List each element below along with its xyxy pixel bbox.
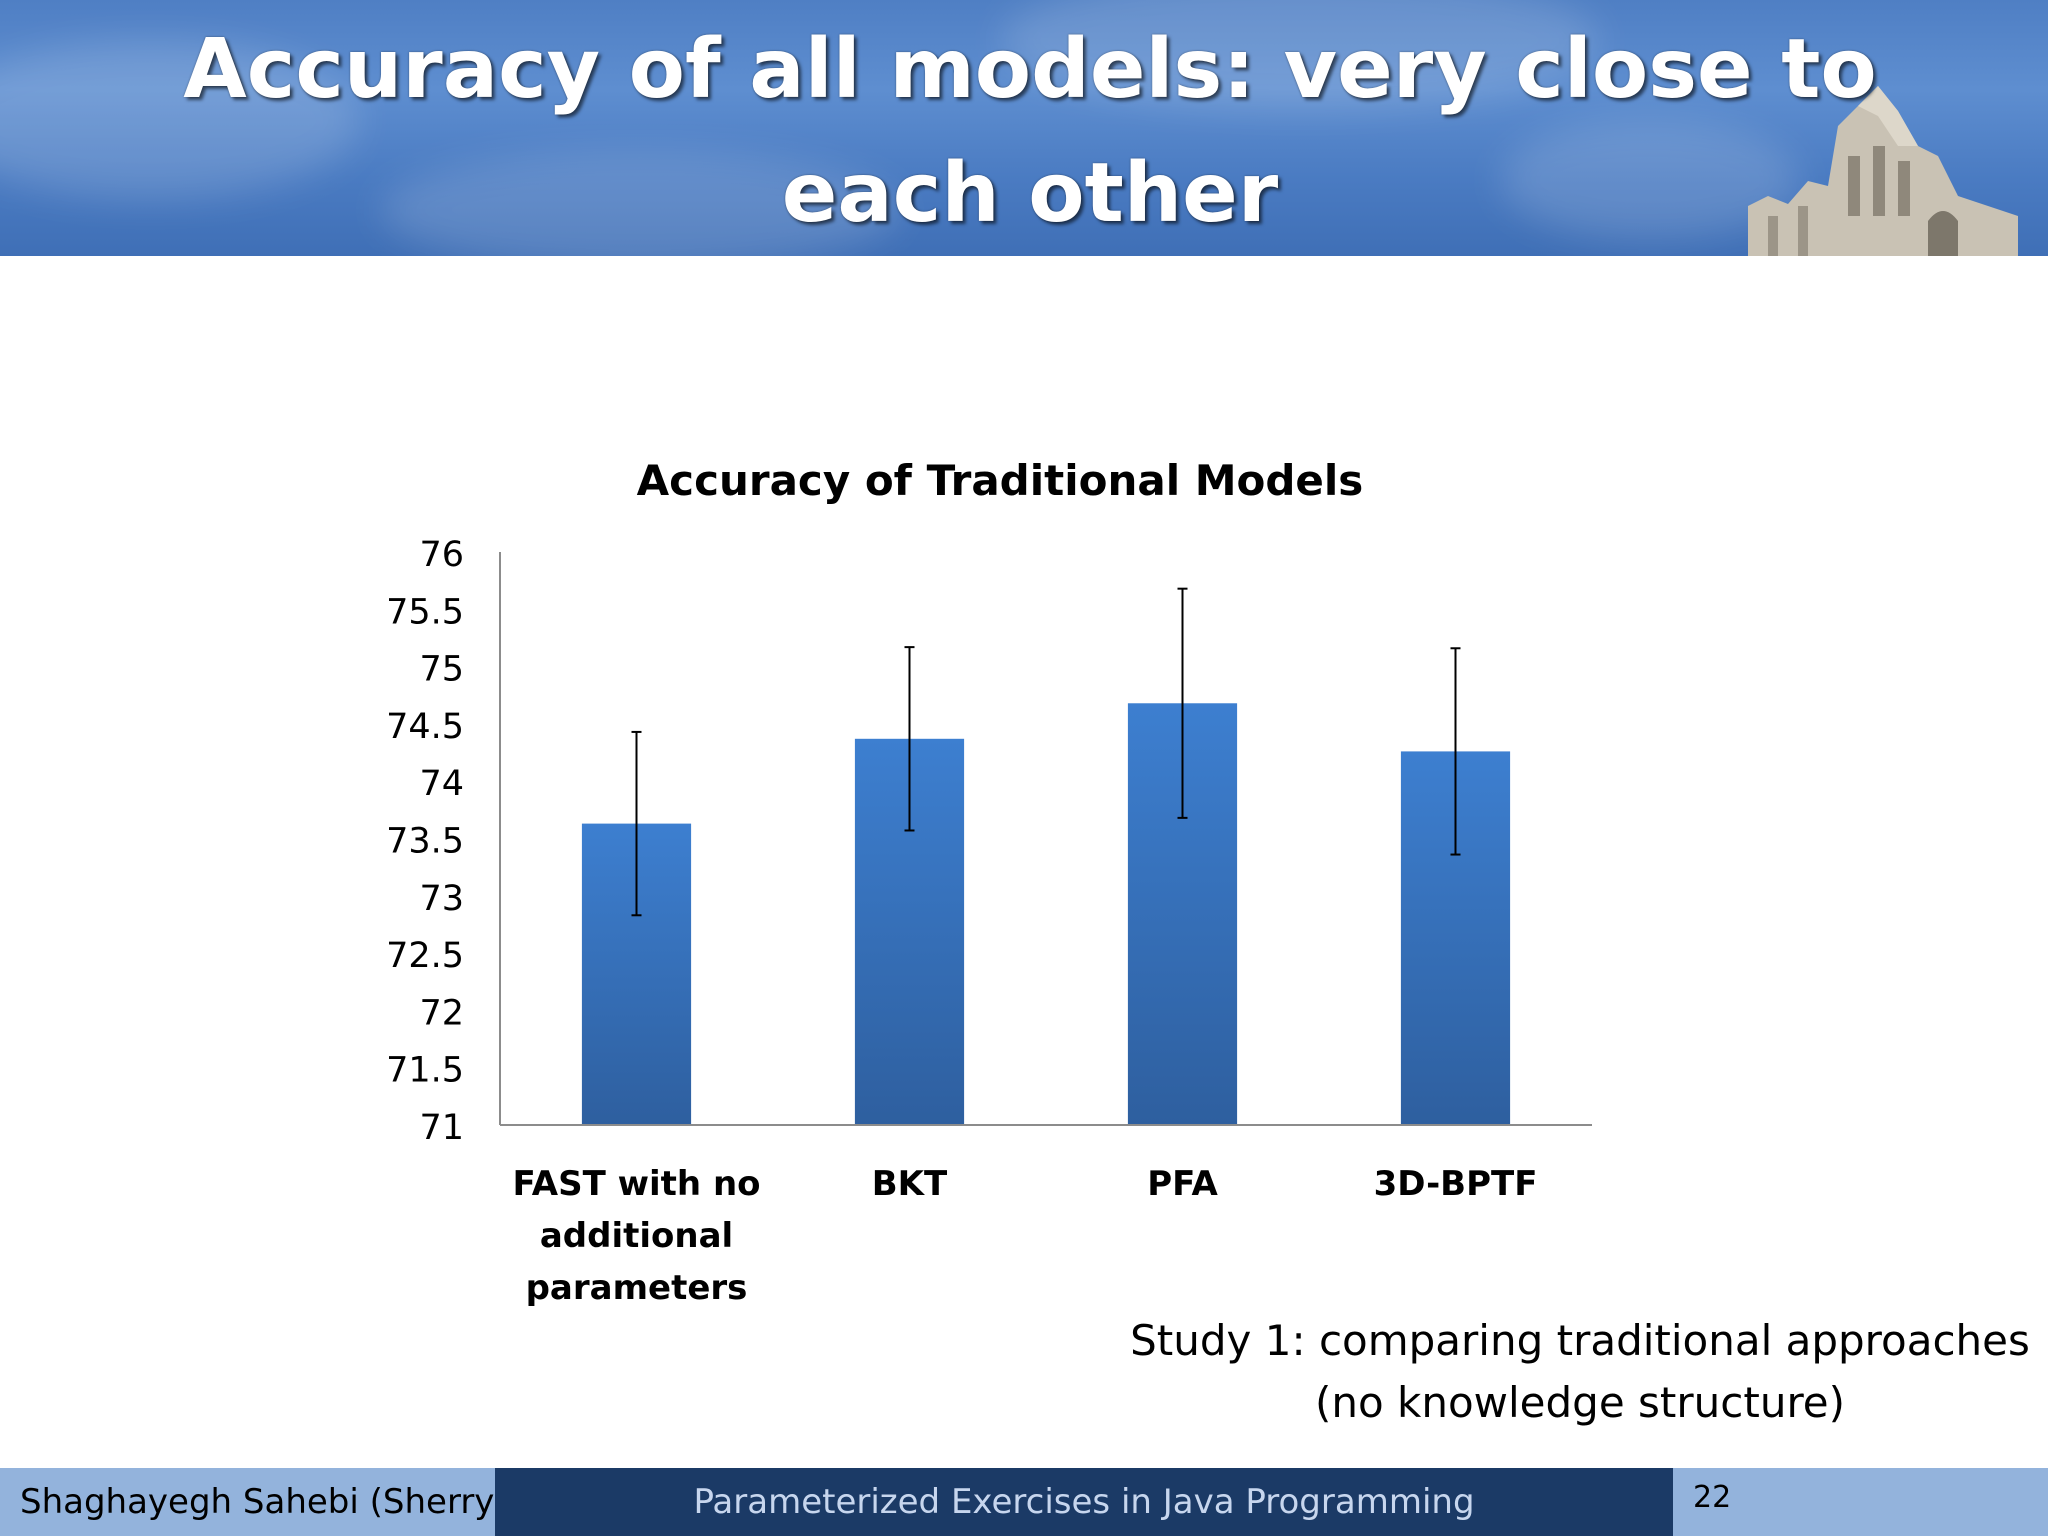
x-tick-label-2: PFA (1147, 1164, 1218, 1204)
y-tick-labels: 71 71.5 72 72.5 73 73.5 74 74.5 75 75.5 76 (386, 535, 464, 1148)
x-tick-labels: FAST with no additional parameters BKT PFA 3D… (512, 1164, 1537, 1308)
chart-title: Accuracy of Traditional Models (637, 456, 1364, 505)
error-bar-3 (1450, 647, 1461, 856)
y-tick-label-1: 71.5 (386, 1051, 464, 1091)
error-bar-0 (631, 730, 642, 917)
cathedral-tower-image (1748, 86, 2018, 256)
slide-footer: Shaghayegh Sahebi (Sherry) Parameterized… (0, 1468, 2048, 1536)
axes (499, 552, 1592, 1126)
x-tick-label-0: FAST with no additional parameters (512, 1164, 760, 1308)
y-tick-label-8: 75 (419, 650, 464, 690)
error-bar-2 (1177, 587, 1188, 819)
accuracy-bar-chart: Accuracy of Traditional Models 7171.5727… (386, 456, 1592, 1308)
y-tick-label-7: 74.5 (386, 707, 464, 747)
y-tick-label-9: 75.5 (386, 592, 464, 632)
caption-line-2: (no knowledge structure) (1314, 1378, 1846, 1427)
caption-line-1: Study 1: comparing traditional approache… (1130, 1316, 2030, 1365)
y-tick-label-10: 76 (419, 535, 464, 575)
x-tick-label-1: BKT (872, 1164, 948, 1204)
slide-title-line-2: each other (781, 146, 1279, 241)
slide-header: Accuracy of all models: very close to ea… (0, 0, 2048, 256)
footer-talk-title: Parameterized Exercises in Java Programm… (495, 1468, 1673, 1536)
y-tick-label-2: 72 (419, 993, 464, 1033)
slide-title: Accuracy of all models: very close to ea… (120, 8, 1940, 256)
y-tick-label-6: 74 (419, 764, 464, 804)
y-tick-label-3: 72.5 (386, 936, 464, 976)
y-tick-label-4: 73 (419, 879, 464, 919)
footer-page-number: 22 (1673, 1468, 2048, 1536)
y-tick-label-0: 71 (419, 1108, 464, 1148)
x-tick-label-3: 3D-BPTF (1374, 1164, 1538, 1204)
study-caption: Study 1: comparing traditional approache… (1130, 1310, 2030, 1434)
y-tick-label-5: 73.5 (386, 822, 464, 862)
bars-layer (581, 703, 1511, 1125)
error-bar-1 (904, 646, 915, 832)
footer-author: Shaghayegh Sahebi (Sherry) (0, 1468, 508, 1536)
error-bars-layer (631, 587, 1461, 917)
slide-title-line-1: Accuracy of all models: very close to (183, 22, 1877, 117)
